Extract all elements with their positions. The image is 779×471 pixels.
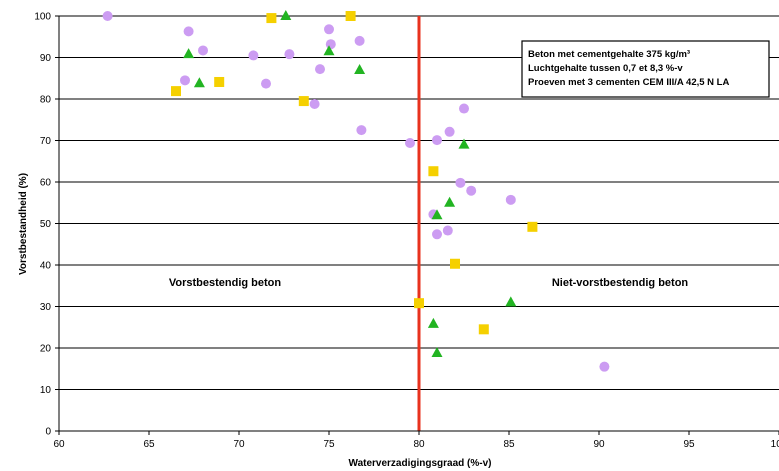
circle-point-2	[183, 26, 194, 37]
x-axis-title: Waterverzadigingsgraad (%-v)	[349, 458, 492, 469]
circle-point-3	[198, 45, 208, 56]
square-point-9	[414, 298, 424, 309]
info-box: Beton met cementgehalte 375 kg/m³ Luchtg…	[521, 40, 770, 98]
y-axis-title: Vorstbestandheid (%)	[18, 173, 29, 275]
y-tick-label-100: 100	[34, 12, 51, 23]
y-tick-label-70: 70	[40, 136, 52, 147]
tick-labels: 0 10 20 30 40 50 60 70 80 90 100 60 65 70 75 80 85 90 95 10…	[34, 12, 779, 451]
circle-point-8	[354, 35, 365, 46]
circle-point-6	[324, 24, 334, 35]
circle-point-24	[599, 361, 610, 372]
y-tick-label-0: 0	[45, 427, 51, 438]
data-points	[102, 10, 610, 372]
y-tick-label-30: 30	[40, 302, 52, 313]
x-tick-label-90: 90	[593, 439, 605, 450]
x-tick-label-95: 95	[683, 439, 695, 450]
region-label-left: Vorstbestendig beton	[169, 277, 282, 289]
triangle-point-1	[280, 10, 292, 20]
x-tick-label-65: 65	[143, 439, 155, 450]
x-tick-label-60: 60	[53, 439, 65, 450]
triangle-point-9	[505, 296, 517, 307]
circle-point-23	[442, 225, 453, 236]
triangle-point-8	[444, 196, 456, 207]
square-point-7	[527, 221, 538, 232]
circle-point-13	[356, 125, 367, 136]
x-tick-label-70: 70	[233, 439, 245, 450]
circle-point-15	[432, 135, 442, 146]
y-tick-label-90: 90	[40, 53, 52, 64]
region-label-right: Niet-vorstbestendig beton	[552, 277, 689, 289]
y-tick-label-40: 40	[40, 261, 52, 272]
circle-point-9	[315, 64, 325, 75]
circle-point-18	[455, 177, 466, 188]
x-tick-label-80: 80	[413, 439, 425, 450]
x-tick-label-85: 85	[503, 439, 515, 450]
circle-point-19	[466, 185, 477, 196]
x-tick-label-100: 100	[771, 439, 779, 450]
square-point-3	[171, 86, 181, 97]
info-line-1: Beton met cementgehalte 375 kg/m³	[528, 49, 690, 60]
triangle-point-2	[183, 48, 195, 59]
circle-point-20	[505, 194, 516, 205]
circle-point-11	[261, 78, 271, 89]
circle-point-14	[405, 137, 415, 148]
square-point-2	[345, 11, 356, 21]
circle-point-22	[432, 229, 442, 240]
triangle-point-11	[431, 346, 443, 357]
square-point-8	[450, 258, 460, 269]
circle-point-7	[325, 39, 336, 50]
square-point-1	[266, 13, 277, 24]
triangle-point-5	[354, 63, 366, 74]
y-tick-label-60: 60	[40, 178, 52, 189]
y-tick-label-50: 50	[40, 219, 52, 230]
circle-point-12	[309, 98, 320, 109]
triangle-point-4	[323, 45, 335, 56]
triangle-point-3	[193, 77, 205, 88]
axes	[55, 15, 779, 435]
square-point-5	[298, 96, 309, 107]
circle-point-5	[284, 49, 295, 60]
triangle-point-7	[431, 209, 443, 220]
y-tick-label-10: 10	[40, 385, 52, 396]
square-point-4	[214, 76, 225, 87]
triangle-point-6	[458, 138, 470, 149]
y-tick-label-80: 80	[40, 95, 52, 106]
circle-point-16	[444, 126, 455, 137]
circle-point-1	[102, 11, 113, 21]
y-tick-label-20: 20	[40, 344, 52, 355]
triangle-point-10	[427, 317, 439, 328]
circle-point-4	[248, 50, 259, 61]
square-point-6	[428, 166, 439, 177]
info-line-2: Luchtgehalte tussen 0,7 et 8,3 %-v	[528, 63, 683, 74]
info-line-3: Proeven met 3 cementen CEM III/A 42,5 N …	[528, 77, 729, 88]
circle-point-17	[459, 103, 469, 114]
circle-point-10	[180, 75, 190, 86]
x-tick-label-75: 75	[323, 439, 335, 450]
square-point-10	[478, 324, 489, 335]
